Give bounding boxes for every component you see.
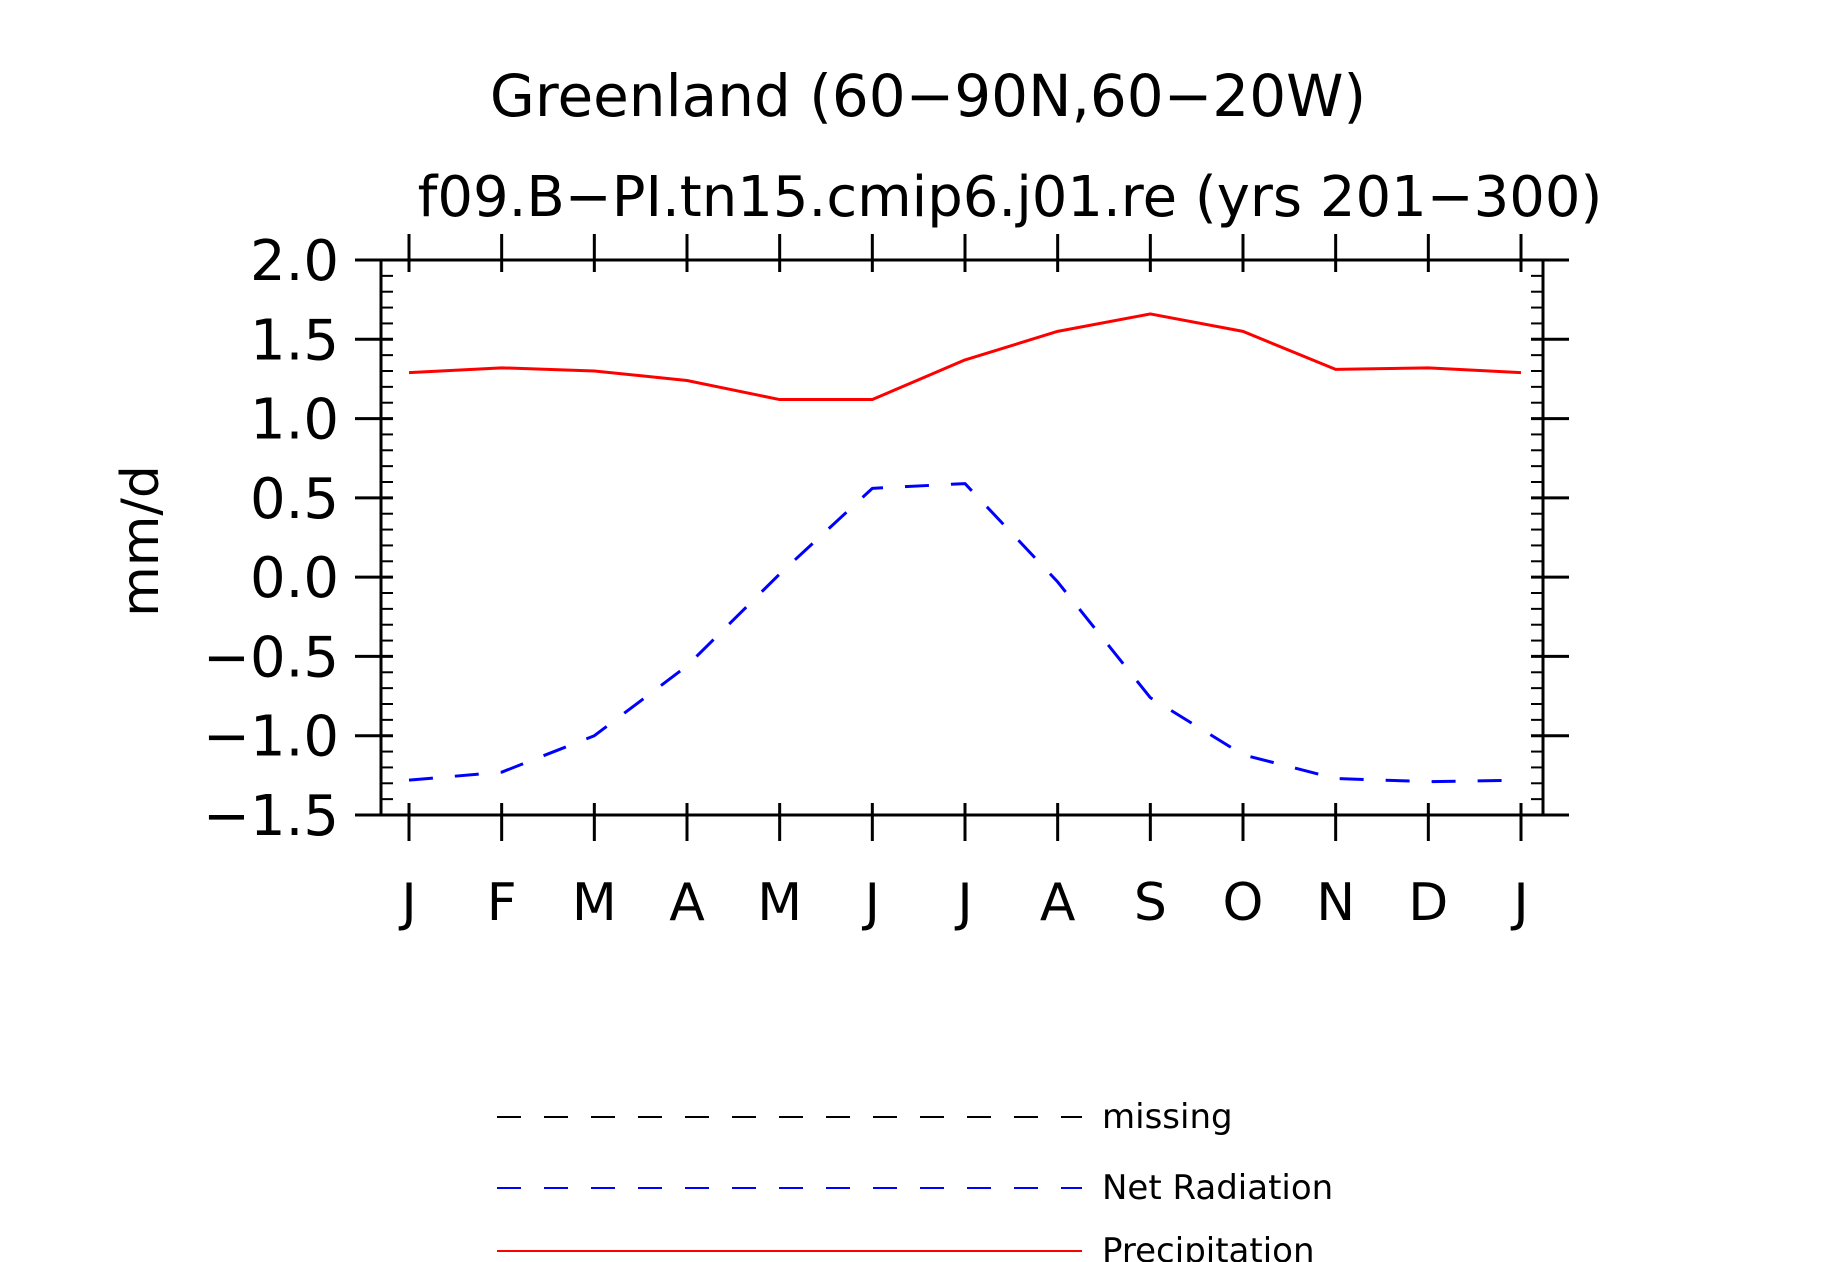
minor-ticks bbox=[381, 274, 1543, 801]
y-tick-labels: 2.0 1.5 1.0 0.5 0.0 −0.5 −1.0 −1.5 bbox=[203, 229, 339, 849]
legend-label-net-radiation: Net Radiation bbox=[1102, 1168, 1333, 1208]
x-tick-label: O bbox=[1223, 873, 1264, 933]
y-tick-label: 2.0 bbox=[250, 229, 339, 294]
x-tick-label: J bbox=[398, 873, 416, 933]
x-tick-label: M bbox=[572, 873, 617, 933]
x-tick-label: D bbox=[1408, 873, 1448, 933]
x-tick-label: A bbox=[1040, 873, 1076, 933]
series-lines bbox=[408, 312, 1522, 784]
x-tick-label: J bbox=[954, 873, 972, 933]
chart-title: Greenland (60−90N,60−20W) bbox=[490, 62, 1366, 130]
y-tick-label: −0.5 bbox=[203, 625, 339, 690]
y-tick-label: 1.5 bbox=[250, 308, 339, 373]
y-tick-label: −1.0 bbox=[203, 705, 339, 770]
x-tick-label: J bbox=[862, 873, 880, 933]
x-tick-label: J bbox=[1510, 873, 1528, 933]
chart-subtitle: f09.B−PI.tn15.cmip6.j01.re (yrs 201−300) bbox=[418, 165, 1603, 230]
x-tick-label: N bbox=[1316, 873, 1355, 933]
y-tick-label: −1.5 bbox=[203, 784, 339, 849]
major-ticks bbox=[355, 234, 1569, 841]
series-line-precipitation bbox=[408, 312, 1522, 402]
plot-frame bbox=[379, 258, 1545, 817]
y-axis-label: mm/d bbox=[111, 465, 171, 617]
y-tick-label: 0.0 bbox=[250, 546, 339, 611]
y-tick-label: 1.0 bbox=[250, 388, 339, 453]
legend-label-missing: missing bbox=[1102, 1097, 1233, 1137]
y-tick-label: 0.5 bbox=[250, 467, 339, 532]
legend-label-precipitation: Precipitation bbox=[1102, 1231, 1315, 1262]
x-tick-label: M bbox=[757, 873, 802, 933]
legend: missing Net Radiation Precipitation bbox=[497, 1097, 1333, 1262]
x-tick-label: S bbox=[1134, 873, 1167, 933]
x-tick-label: A bbox=[669, 873, 705, 933]
x-tick-label: F bbox=[487, 873, 517, 933]
series-line-net-radiation bbox=[408, 482, 1522, 784]
